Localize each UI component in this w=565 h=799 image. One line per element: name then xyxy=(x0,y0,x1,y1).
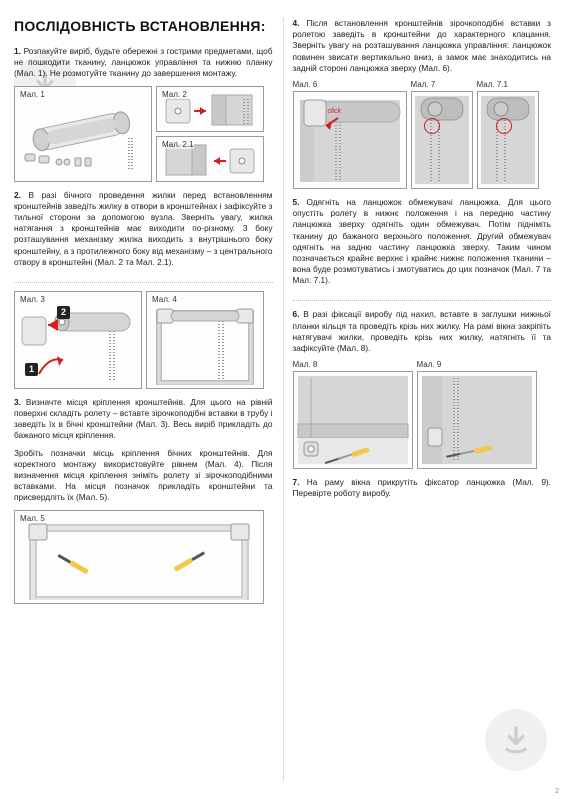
figure-row-5: Мал. 8 Мал. 9 xyxy=(293,360,552,469)
figure-row-4: Мал. 6 click Мал. 7 xyxy=(293,80,552,189)
figure-row-1: Мал. 1 xyxy=(14,86,273,182)
step-2: 2. В разі бічного проведення жилки перед… xyxy=(14,190,273,268)
left-column: ПОСЛІДОВНІСТЬ ВСТАНОВЛЕННЯ: 1. Розпакуйт… xyxy=(14,18,283,785)
highlight-circle xyxy=(496,118,512,134)
figure-label: Мал. 4 xyxy=(151,295,178,304)
figure-8 xyxy=(293,371,413,469)
figure-row-2: Мал. 3 2 1 Мал. 4 xyxy=(14,291,273,389)
step-7: 7. На раму вікна прикрутіть фіксатор лан… xyxy=(293,477,552,499)
highlight-circle xyxy=(424,118,440,134)
step-5: 5. Одягніть на ланцюжок обмежувачі ланцю… xyxy=(293,197,552,287)
step-3b: Зробіть позначки місць кріплення бічних … xyxy=(14,448,273,504)
figure-label: Мал. 8 xyxy=(293,360,413,369)
step-3: 3. Визначте місця кріплення кронштейнів.… xyxy=(14,397,273,442)
figure-label: Мал. 5 xyxy=(19,514,46,523)
step-6: 6. В разі фіксації виробу під нахил, вст… xyxy=(293,309,552,354)
figure-3: Мал. 3 2 1 xyxy=(14,291,142,389)
page-number: 2 xyxy=(555,788,559,795)
figure-label: Мал. 9 xyxy=(417,360,537,369)
section-divider xyxy=(14,282,273,283)
figure-7 xyxy=(411,91,473,189)
page-title: ПОСЛІДОВНІСТЬ ВСТАНОВЛЕННЯ: xyxy=(14,18,273,34)
figure-7-1 xyxy=(477,91,539,189)
step-4: 4. Після встановлення кронштейнів зірочк… xyxy=(293,18,552,74)
figure-label: Мал. 6 xyxy=(293,80,407,89)
figure-label: Мал. 2 xyxy=(161,90,188,99)
figure-label: Мал. 7.1 xyxy=(477,80,539,89)
figure-label: Мал. 3 xyxy=(19,295,46,304)
figure-1: Мал. 1 xyxy=(14,86,152,182)
click-label: click xyxy=(328,108,342,115)
figure-2-1: Мал. 2.1 xyxy=(156,136,264,182)
section-divider xyxy=(293,300,552,301)
figure-6: click xyxy=(293,91,407,189)
figure-2: Мал. 2 xyxy=(156,86,264,132)
callout-2: 2 xyxy=(57,306,70,319)
page: ПОСЛІДОВНІСТЬ ВСТАНОВЛЕННЯ: 1. Розпакуйт… xyxy=(0,0,565,799)
right-column: 4. Після встановлення кронштейнів зірочк… xyxy=(283,18,552,785)
figure-9 xyxy=(417,371,537,469)
figure-label: Мал. 1 xyxy=(19,90,46,99)
figure-4: Мал. 4 xyxy=(146,291,264,389)
figure-label: Мал. 2.1 xyxy=(161,140,194,149)
figure-row-3: Мал. 5 xyxy=(14,510,273,604)
step-1: 1. Розпакуйте виріб, будьте обережні з г… xyxy=(14,46,273,80)
figure-5: Мал. 5 xyxy=(14,510,264,604)
figure-label: Мал. 7 xyxy=(411,80,473,89)
